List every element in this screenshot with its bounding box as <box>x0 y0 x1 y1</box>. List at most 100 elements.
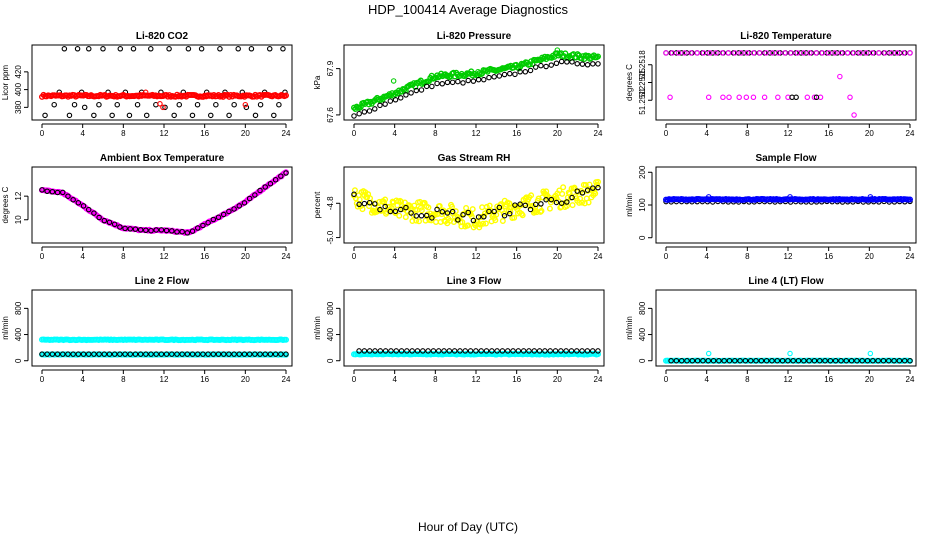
data-point <box>732 357 738 364</box>
data-point <box>235 46 241 52</box>
data-point <box>569 202 576 209</box>
data-point <box>262 351 268 357</box>
data-point <box>148 227 154 234</box>
data-point <box>886 357 892 364</box>
data-point <box>584 187 591 193</box>
x-tick-label: 0 <box>352 252 357 261</box>
x-axis: 0 4 8 12 16 20 24 <box>352 369 603 384</box>
y-axis: 0 400 800 <box>326 301 341 363</box>
data-point <box>189 228 196 234</box>
data-point <box>844 50 851 56</box>
data-point <box>377 206 383 213</box>
data-point <box>527 67 534 74</box>
data-point <box>451 348 458 354</box>
data-point <box>257 187 263 194</box>
data-point <box>194 225 201 231</box>
data-point <box>200 351 206 357</box>
data-point <box>595 184 601 191</box>
data-point <box>460 80 466 86</box>
data-point <box>179 351 185 357</box>
y-tick-label: -4.8 <box>326 196 335 210</box>
y-tick-label: 51.2518 <box>638 50 647 79</box>
data-point <box>750 50 757 56</box>
data-point <box>571 184 578 191</box>
data-point <box>758 357 765 364</box>
data-point <box>800 50 807 56</box>
data-point <box>744 50 751 56</box>
x-tick-label: 16 <box>200 129 209 138</box>
data-point <box>444 210 451 216</box>
data-point <box>538 62 544 69</box>
data-point <box>515 348 522 354</box>
data-point <box>257 101 264 108</box>
data-point <box>794 50 801 56</box>
data-point <box>882 50 888 56</box>
series-1 <box>668 357 913 364</box>
data-point <box>537 208 544 215</box>
data-point <box>359 206 366 213</box>
data-point <box>44 188 50 195</box>
y-axis-label: ml/min <box>625 193 634 217</box>
data-point <box>283 170 289 176</box>
data-point <box>548 62 555 68</box>
data-point <box>510 348 516 354</box>
data-point <box>441 348 447 354</box>
x-tick-label: 0 <box>664 129 669 138</box>
data-point <box>444 79 451 86</box>
data-point <box>779 357 786 364</box>
data-point <box>366 199 373 206</box>
data-point <box>208 112 214 119</box>
data-point <box>283 92 290 99</box>
data-point <box>850 50 857 56</box>
data-point <box>832 357 839 364</box>
data-point <box>769 50 776 56</box>
data-point <box>775 94 781 101</box>
data-point <box>382 203 388 210</box>
data-point <box>713 50 719 56</box>
data-point <box>220 211 227 218</box>
data-point <box>511 214 518 221</box>
y-axis: 380 400 420 <box>14 65 29 114</box>
data-point <box>492 217 499 224</box>
y-tick-label: 100 <box>638 198 647 212</box>
data-point <box>582 181 589 188</box>
data-point <box>60 351 66 357</box>
data-point <box>526 61 533 68</box>
data-point <box>127 351 134 357</box>
data-point <box>827 357 834 364</box>
data-point <box>49 189 56 195</box>
data-point <box>574 188 580 194</box>
data-point <box>747 357 754 364</box>
data-point <box>529 202 536 209</box>
data-point <box>732 50 738 56</box>
data-point <box>795 357 802 364</box>
data-point <box>423 83 430 90</box>
data-point <box>54 351 61 357</box>
series-0 <box>39 336 290 344</box>
y-axis-label: ml/min <box>313 316 322 340</box>
data-point <box>772 50 778 56</box>
x-tick-label: 24 <box>906 129 915 138</box>
y-tick-label: 400 <box>326 327 335 341</box>
data-point <box>184 230 191 236</box>
data-point <box>590 185 596 191</box>
data-point <box>117 46 124 52</box>
data-point <box>822 357 828 364</box>
series-2 <box>390 47 561 84</box>
y-axis-label: ml/min <box>1 316 10 340</box>
y-tick-label: 67.9 <box>326 60 335 76</box>
data-point <box>278 173 284 179</box>
data-point <box>257 351 263 357</box>
data-point <box>366 348 373 354</box>
y-axis: 0 100 200 <box>638 165 653 240</box>
x-tick-label: 20 <box>241 252 250 261</box>
data-point <box>527 206 534 213</box>
x-tick-label: 4 <box>704 129 709 138</box>
data-point <box>429 83 435 90</box>
data-point <box>785 357 791 364</box>
panel-frame <box>31 44 293 121</box>
data-point <box>538 201 544 207</box>
data-point <box>283 351 289 357</box>
data-point <box>134 101 141 108</box>
